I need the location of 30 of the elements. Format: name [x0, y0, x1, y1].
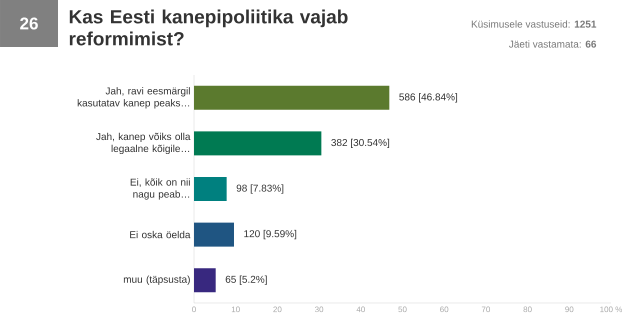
y-tick-label: muu (täpsusta)	[124, 276, 190, 285]
text: 26	[20, 17, 38, 30]
bar	[194, 131, 322, 156]
x-tick-label: 30	[314, 306, 324, 312]
text: Küsimusele vastuseid: 1251	[472, 20, 596, 28]
bar	[194, 222, 234, 247]
x-tick-label: 40	[356, 306, 365, 312]
data-label: 586 [46.84%]	[399, 93, 458, 102]
text: Jäeti vastamata: 66	[508, 40, 596, 48]
bar	[194, 86, 390, 110]
x-tick-label: 70	[482, 306, 490, 312]
x-tick-label: 10	[232, 306, 240, 312]
y-tick-label: Ei, kõik on nii nagu peab…	[130, 178, 190, 200]
y-tick-label: Jah, ravi eesmärgil kasutatav kanep peaks…	[78, 87, 190, 108]
bar	[194, 268, 216, 292]
data-label: 65 [5.2%]	[226, 276, 267, 285]
x-tick-label: 50	[398, 306, 407, 312]
x-tick-label: 0	[192, 306, 196, 312]
data-label: 98 [7.83%]	[236, 184, 284, 194]
data-label: 120 [9.59%]	[244, 230, 296, 240]
x-tick-label: 100 %	[600, 306, 622, 312]
x-tick-label: 20	[273, 306, 282, 312]
y-tick-label: Ei oska öelda	[130, 230, 190, 238]
x-tick-label: 80	[523, 306, 532, 312]
data-label: 382 [30.54%]	[331, 138, 390, 148]
y-tick-label: Jah, kanep võiks olla legaalne kõigile…	[96, 132, 190, 154]
x-tick-label: 90	[565, 306, 574, 312]
bar	[194, 176, 227, 201]
x-tick-label: 60	[440, 306, 448, 312]
chart-title: Kas Eesti kanepipoliitika vajab reformimist?	[70, 10, 348, 46]
